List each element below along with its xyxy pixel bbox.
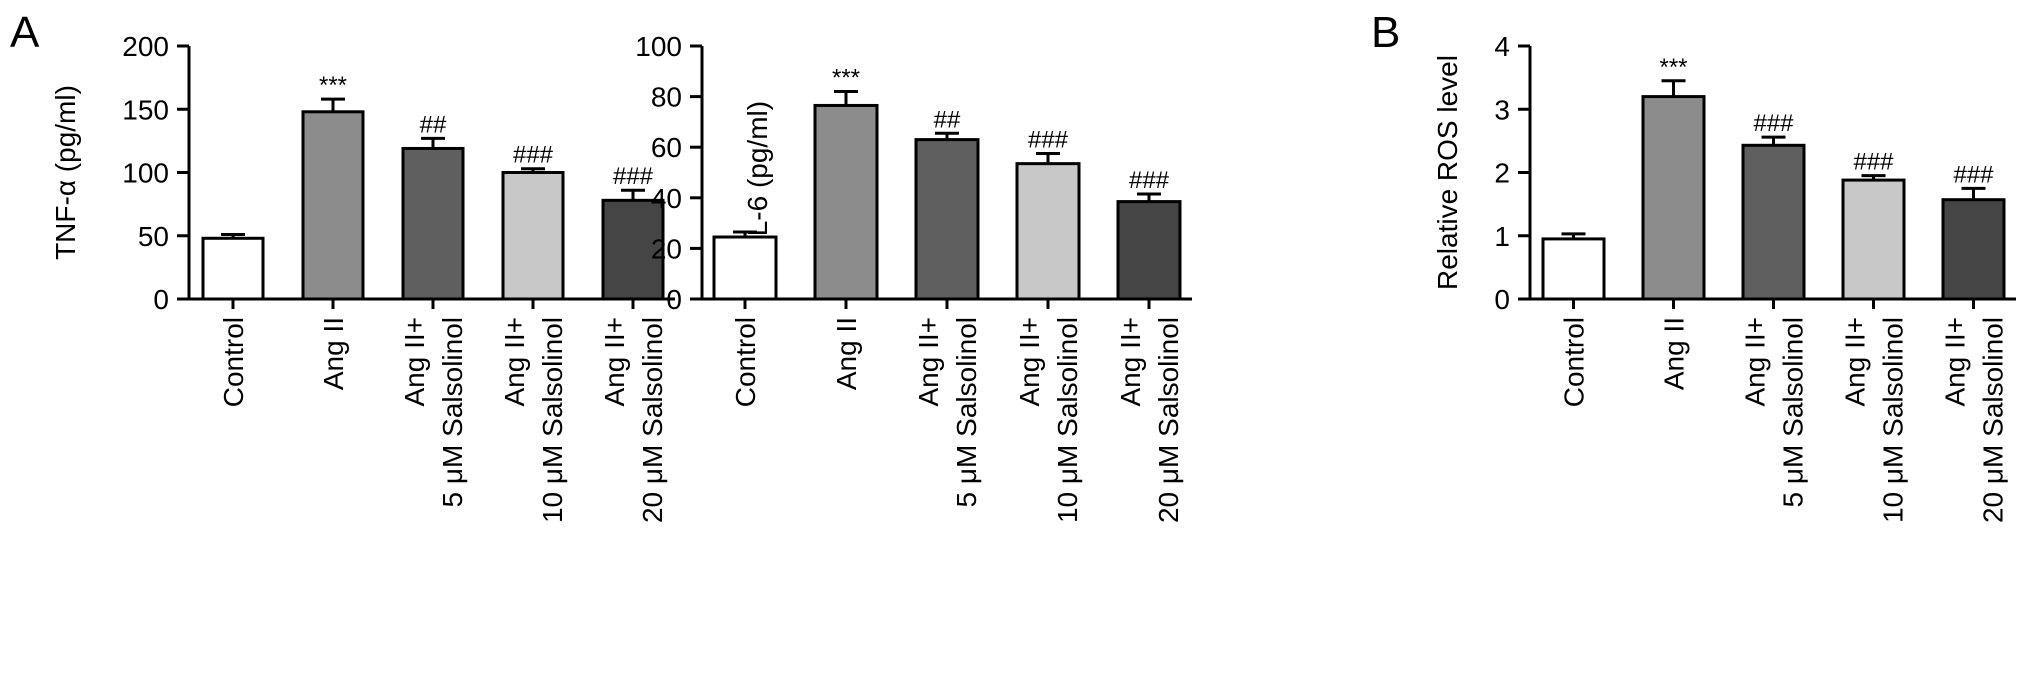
x-category-label: 20 μM Salsolinol <box>1978 317 2009 523</box>
x-category-label: Ang II <box>1659 317 1690 390</box>
significance-annotation: ### <box>1129 167 1170 194</box>
bar <box>501 171 565 301</box>
x-category-label: Ang II+ <box>599 317 630 407</box>
panel-label-b: B <box>1371 8 1401 57</box>
significance-annotation: ### <box>1753 110 1794 137</box>
significance-annotation: ### <box>1028 127 1069 154</box>
x-category-label: 10 μM Salsolinol <box>1878 317 1909 523</box>
y-axis-label: TNF-α (pg/ml) <box>50 85 81 260</box>
x-category-label: Ang II <box>831 317 862 390</box>
x-category-label: 5 μM Salsolinol <box>951 317 982 507</box>
significance-annotation: *** <box>319 72 347 99</box>
significance-annotation: ## <box>934 106 961 133</box>
panel-label-a: A <box>10 8 40 57</box>
x-category-label: Ang II+ <box>399 317 430 407</box>
x-category-label: 5 μM Salsolinol <box>437 317 468 507</box>
significance-annotation: *** <box>832 65 860 92</box>
bar <box>1741 143 1806 301</box>
y-tick-label: 0 <box>153 284 169 315</box>
y-tick-label: 80 <box>651 82 682 113</box>
y-tick-label: 100 <box>122 158 169 189</box>
y-axis-label: Relative ROS level <box>1432 55 1463 290</box>
significance-annotation: ## <box>420 111 447 138</box>
y-tick-label: 2 <box>1494 158 1510 189</box>
y-tick-label: 3 <box>1494 94 1510 125</box>
y-axis-label: IL-6 (pg/ml) <box>742 101 773 244</box>
y-tick-label: 100 <box>635 31 682 62</box>
y-tick-label: 4 <box>1494 31 1510 62</box>
bar <box>1841 178 1906 301</box>
x-category-label: Ang II+ <box>499 317 530 407</box>
x-category-label: 20 μM Salsolinol <box>1153 317 1184 523</box>
y-tick-label: 40 <box>651 183 682 214</box>
bar <box>301 110 365 301</box>
x-category-label: 20 μM Salsolinol <box>637 317 668 523</box>
y-tick-label: 150 <box>122 94 169 125</box>
x-category-label: Ang II+ <box>1014 317 1045 407</box>
x-category-label: Ang II <box>318 317 349 390</box>
bar <box>813 103 879 301</box>
x-category-label: Ang II+ <box>913 317 944 407</box>
x-category-label: Ang II+ <box>1740 317 1771 407</box>
y-tick-label: 1 <box>1494 221 1510 252</box>
y-tick-label: 0 <box>1494 284 1510 315</box>
y-tick-label: 20 <box>651 233 682 264</box>
x-category-label: Control <box>730 317 761 407</box>
bar <box>1641 95 1706 301</box>
significance-annotation: ### <box>613 163 654 190</box>
significance-annotation: ### <box>513 142 554 169</box>
x-category-label: 10 μM Salsolinol <box>537 317 568 523</box>
significance-annotation: ### <box>1853 149 1894 176</box>
y-tick-label: 0 <box>666 284 682 315</box>
x-category-label: Control <box>1559 317 1590 407</box>
y-tick-label: 200 <box>122 31 169 62</box>
significance-annotation: ### <box>1953 161 1994 188</box>
x-category-label: Control <box>218 317 249 407</box>
y-tick-label: 60 <box>651 132 682 163</box>
bar <box>1941 198 2006 301</box>
x-category-label: 10 μM Salsolinol <box>1052 317 1083 523</box>
x-category-label: Ang II+ <box>1115 317 1146 407</box>
bar <box>1541 237 1606 301</box>
x-category-label: Ang II+ <box>1840 317 1871 407</box>
x-category-label: 5 μM Salsolinol <box>1778 317 1809 507</box>
x-category-label: Ang II+ <box>1940 317 1971 407</box>
significance-annotation: *** <box>1659 54 1687 81</box>
y-tick-label: 50 <box>138 221 169 252</box>
